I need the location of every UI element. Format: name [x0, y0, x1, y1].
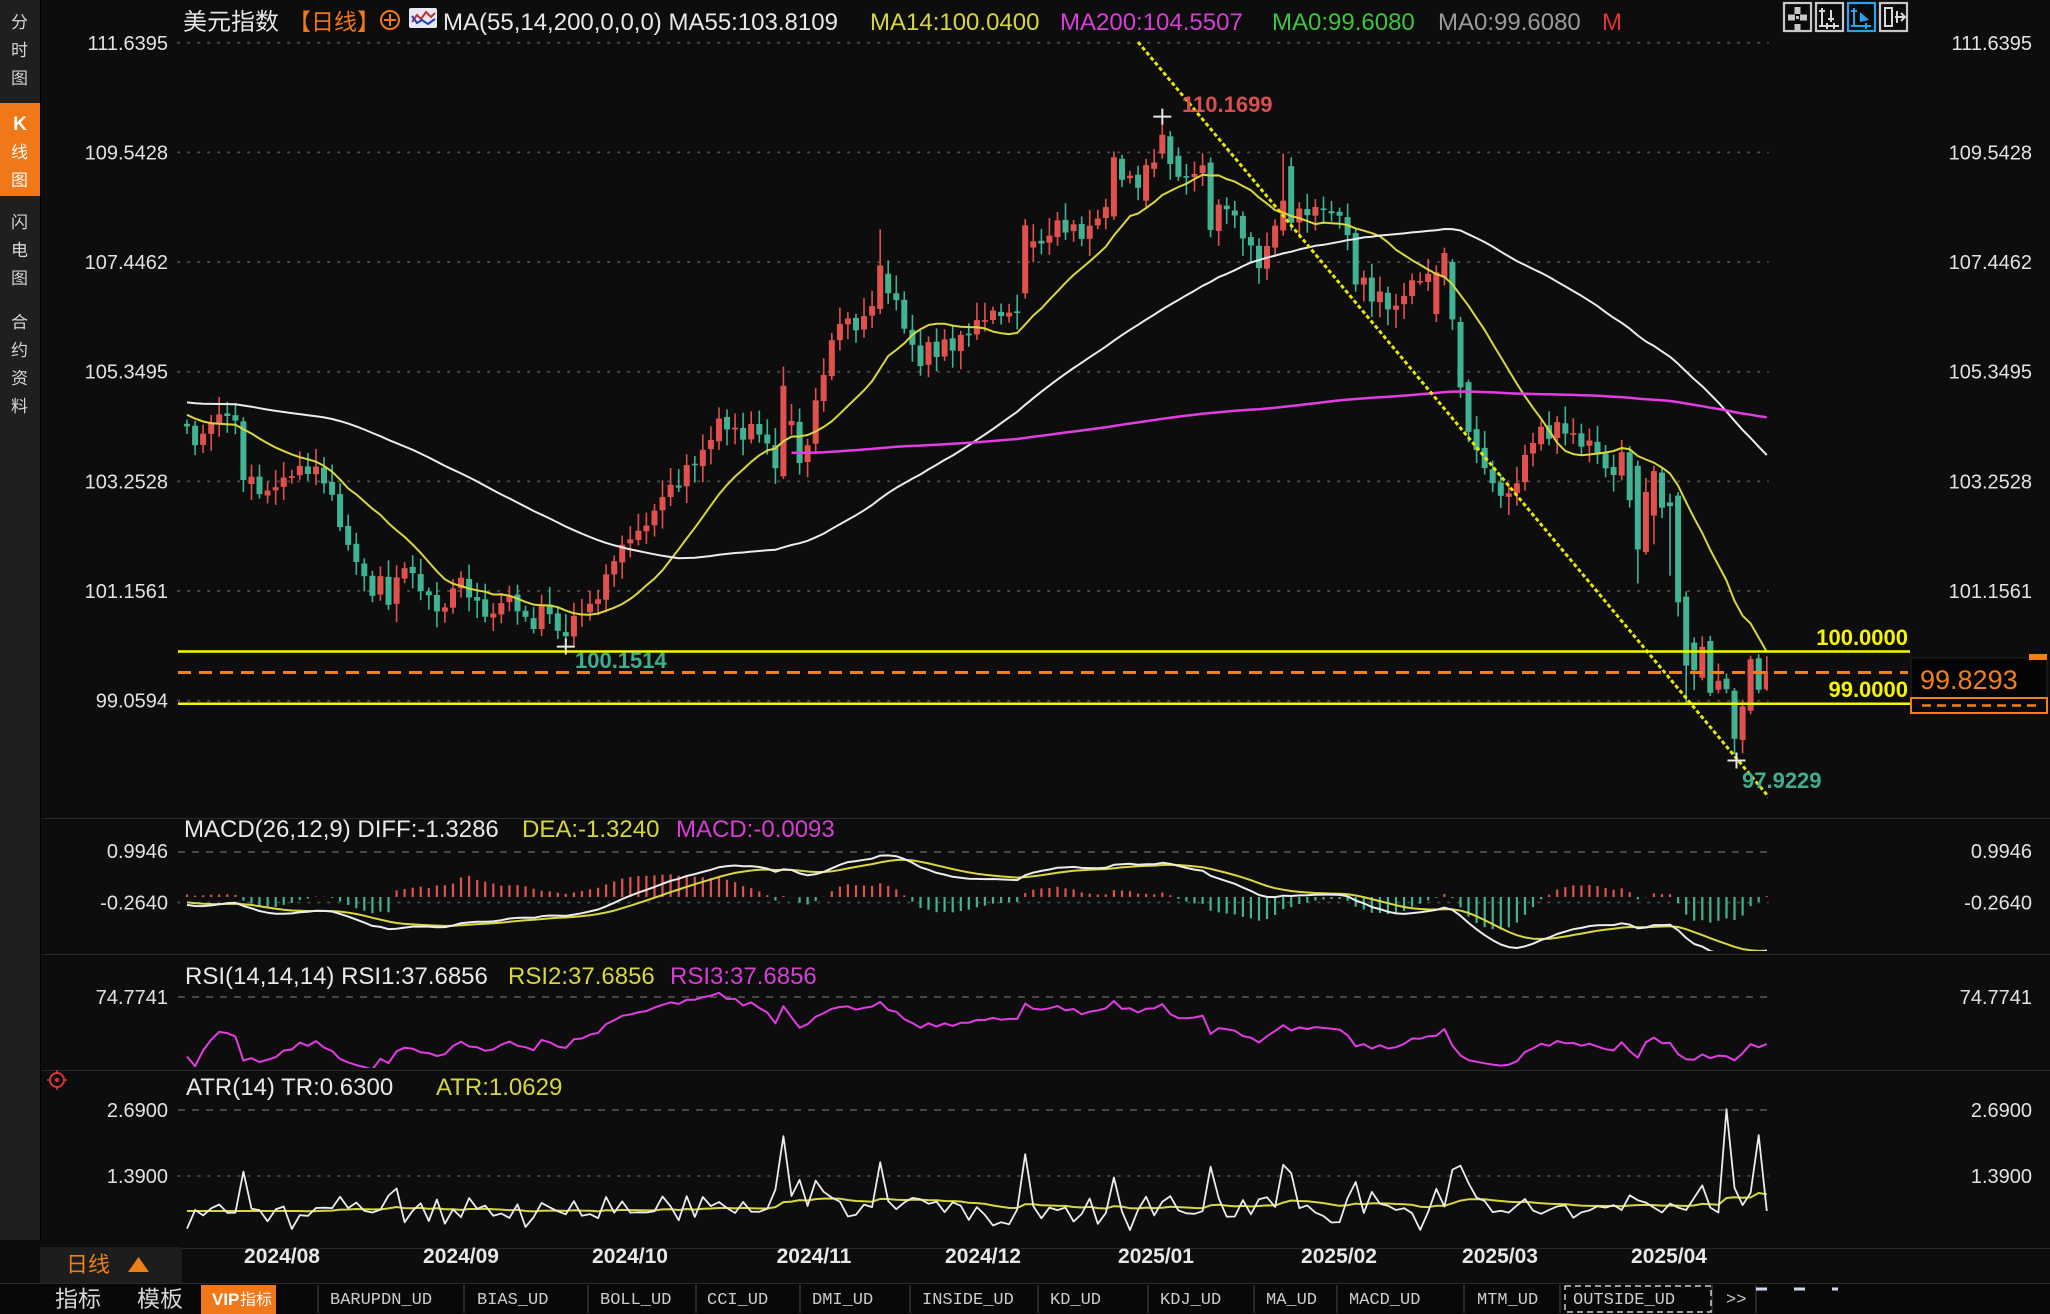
svg-text:-0.2640: -0.2640	[100, 893, 168, 915]
svg-text:109.5428: 109.5428	[85, 142, 168, 164]
svg-text:99.8293: 99.8293	[1920, 665, 2018, 695]
svg-text:100.0000: 100.0000	[1816, 625, 1908, 650]
svg-text:K: K	[13, 114, 27, 135]
svg-text:MA200:104.5507: MA200:104.5507	[1060, 9, 1243, 36]
svg-text:2024/11: 2024/11	[777, 1245, 852, 1268]
svg-text:74.7741: 74.7741	[96, 987, 168, 1009]
svg-text:1.3900: 1.3900	[107, 1166, 168, 1188]
svg-text:74.7741: 74.7741	[1960, 987, 2032, 1009]
svg-text:>>: >>	[1726, 1291, 1746, 1310]
svg-text:MA_UD: MA_UD	[1266, 1291, 1317, 1310]
svg-text:DMI_UD: DMI_UD	[812, 1291, 873, 1310]
svg-text:0.9946: 0.9946	[107, 841, 168, 863]
svg-text:101.1561: 101.1561	[85, 581, 168, 603]
svg-text:105.3495: 105.3495	[85, 362, 168, 384]
svg-text:ATR:1.0629: ATR:1.0629	[436, 1074, 562, 1101]
svg-text:M: M	[1602, 9, 1622, 36]
svg-text:2024/10: 2024/10	[592, 1245, 668, 1268]
svg-text:111.6395: 111.6395	[88, 33, 168, 55]
svg-text:97.9229: 97.9229	[1742, 768, 1822, 793]
svg-text:1.3900: 1.3900	[1971, 1166, 2032, 1188]
svg-text:109.5428: 109.5428	[1949, 142, 2032, 164]
svg-text:INSIDE_UD: INSIDE_UD	[922, 1291, 1014, 1310]
svg-text:103.2528: 103.2528	[1949, 471, 2032, 493]
svg-text:2024/09: 2024/09	[423, 1245, 499, 1268]
svg-text:0.9946: 0.9946	[1971, 841, 2032, 863]
svg-text:MTM_UD: MTM_UD	[1477, 1291, 1538, 1310]
svg-text:99.0594: 99.0594	[96, 691, 168, 713]
svg-text:KDJ_UD: KDJ_UD	[1160, 1291, 1221, 1310]
svg-text:2025/02: 2025/02	[1301, 1245, 1377, 1268]
svg-text:MA0:99.6080: MA0:99.6080	[1438, 9, 1581, 36]
svg-text:105.3495: 105.3495	[1949, 362, 2032, 384]
svg-text:2025/04: 2025/04	[1631, 1245, 1707, 1268]
svg-text:BIAS_UD: BIAS_UD	[477, 1291, 548, 1310]
svg-text:KD_UD: KD_UD	[1050, 1291, 1101, 1310]
svg-text:CCI_UD: CCI_UD	[707, 1291, 768, 1310]
svg-text:RSI2:37.6856: RSI2:37.6856	[508, 963, 655, 990]
svg-text:BARUPDN_UD: BARUPDN_UD	[330, 1291, 432, 1310]
svg-text:2025/01: 2025/01	[1118, 1245, 1194, 1268]
svg-text:MA(55,14,200,0,0,0) MA55:103.8: MA(55,14,200,0,0,0) MA55:103.8109	[443, 9, 838, 36]
svg-text:2.6900: 2.6900	[1971, 1100, 2032, 1122]
svg-text:2.6900: 2.6900	[107, 1100, 168, 1122]
svg-text:-0.2640: -0.2640	[1964, 893, 2032, 915]
svg-text:ATR(14) TR:0.6300: ATR(14) TR:0.6300	[186, 1074, 393, 1101]
svg-text:2024/12: 2024/12	[945, 1245, 1021, 1268]
svg-text:107.4462: 107.4462	[85, 252, 168, 274]
svg-text:OUTSIDE_UD: OUTSIDE_UD	[1573, 1291, 1675, 1310]
svg-text:MACD_UD: MACD_UD	[1349, 1291, 1420, 1310]
svg-text:BOLL_UD: BOLL_UD	[600, 1291, 671, 1310]
svg-text:2024/08: 2024/08	[244, 1245, 320, 1268]
svg-text:101.1561: 101.1561	[1949, 581, 2032, 603]
svg-text:VIP: VIP	[212, 1290, 239, 1309]
svg-text:RSI(14,14,14) RSI1:37.6856: RSI(14,14,14) RSI1:37.6856	[185, 963, 488, 990]
svg-text:2025/03: 2025/03	[1462, 1245, 1538, 1268]
svg-text:MACD(26,12,9) DIFF:-1.3286: MACD(26,12,9) DIFF:-1.3286	[184, 816, 499, 843]
svg-text:DEA:-1.3240: DEA:-1.3240	[522, 816, 659, 843]
svg-text:103.2528: 103.2528	[85, 471, 168, 493]
svg-text:111.6395: 111.6395	[1952, 33, 2032, 55]
svg-text:MA0:99.6080: MA0:99.6080	[1272, 9, 1415, 36]
svg-text:MACD:-0.0093: MACD:-0.0093	[676, 816, 835, 843]
svg-text:RSI3:37.6856: RSI3:37.6856	[670, 963, 817, 990]
svg-text:99.0000: 99.0000	[1828, 677, 1908, 702]
svg-text:MA14:100.0400: MA14:100.0400	[870, 9, 1039, 36]
svg-text:110.1699: 110.1699	[1182, 92, 1273, 117]
svg-text:100.1514: 100.1514	[575, 648, 668, 673]
svg-text:107.4462: 107.4462	[1949, 252, 2032, 274]
